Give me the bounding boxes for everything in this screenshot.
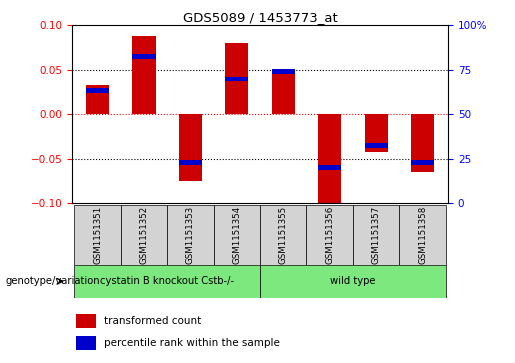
Bar (225, 43, 248, 114)
FancyBboxPatch shape (167, 205, 214, 265)
Bar (76, 336, 96, 350)
Bar (225, 77, 248, 81)
Text: GSM1151355: GSM1151355 (279, 206, 288, 264)
FancyBboxPatch shape (260, 265, 445, 298)
Bar (318, 114, 341, 203)
Text: transformed count: transformed count (104, 316, 201, 326)
Bar (318, 166, 341, 170)
FancyBboxPatch shape (306, 205, 353, 265)
FancyBboxPatch shape (121, 205, 167, 265)
Text: GSM1151352: GSM1151352 (140, 206, 148, 264)
Bar (132, 36, 156, 114)
Text: GSM1151357: GSM1151357 (372, 206, 381, 264)
Text: GSM1151353: GSM1151353 (186, 206, 195, 264)
Bar (365, 114, 388, 152)
Bar (76, 314, 96, 329)
Text: GSM1151358: GSM1151358 (418, 206, 427, 264)
Bar (132, 54, 156, 59)
Text: percentile rank within the sample: percentile rank within the sample (104, 338, 280, 348)
Bar (179, 114, 202, 181)
FancyBboxPatch shape (399, 205, 445, 265)
FancyBboxPatch shape (353, 205, 399, 265)
Bar (365, 143, 388, 148)
Bar (272, 70, 295, 114)
FancyBboxPatch shape (75, 265, 260, 298)
Bar (179, 160, 202, 164)
Bar (86, 85, 109, 114)
Title: GDS5089 / 1453773_at: GDS5089 / 1453773_at (183, 11, 337, 24)
Bar (411, 114, 434, 172)
FancyBboxPatch shape (75, 205, 121, 265)
Text: cystatin B knockout Cstb-/-: cystatin B knockout Cstb-/- (100, 276, 234, 286)
Text: GSM1151351: GSM1151351 (93, 206, 102, 264)
Bar (86, 88, 109, 93)
Bar (411, 160, 434, 164)
Text: wild type: wild type (330, 276, 375, 286)
Text: GSM1151354: GSM1151354 (232, 206, 242, 264)
Text: genotype/variation: genotype/variation (5, 276, 100, 286)
FancyBboxPatch shape (214, 205, 260, 265)
Bar (272, 69, 295, 74)
Text: GSM1151356: GSM1151356 (325, 206, 334, 264)
FancyBboxPatch shape (260, 205, 306, 265)
